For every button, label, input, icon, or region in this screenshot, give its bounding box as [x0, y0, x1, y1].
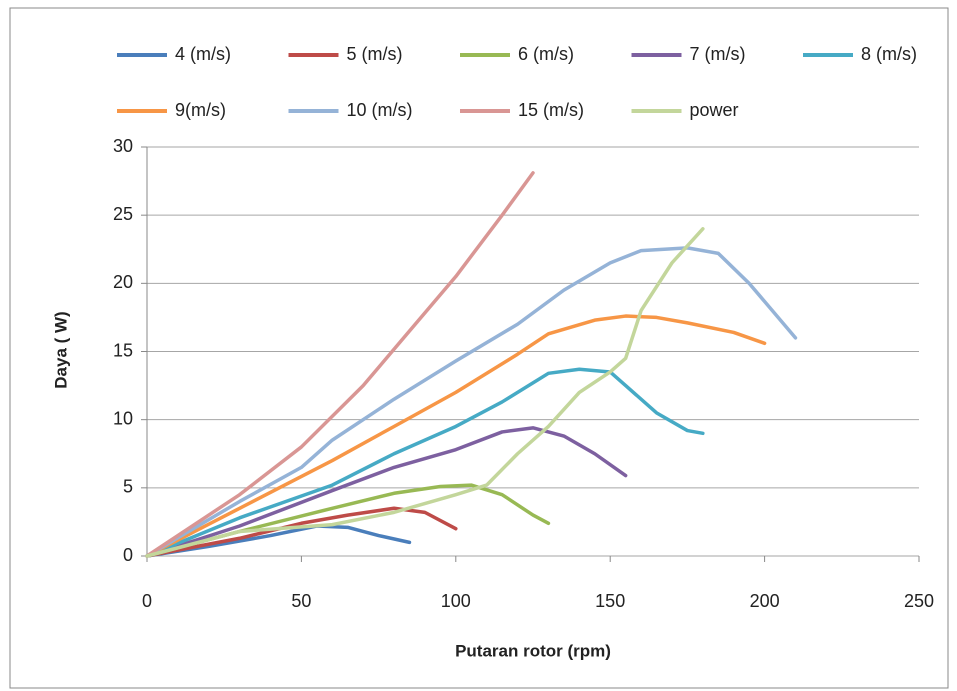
y-tick-label: 5	[123, 477, 133, 497]
series-line	[145, 171, 535, 558]
y-tick-label: 15	[113, 340, 133, 360]
series-line	[145, 367, 705, 558]
y-tick-label: 10	[113, 408, 133, 428]
x-tick-label: 150	[595, 591, 625, 611]
legend-label: 6 (m/s)	[518, 44, 574, 64]
legend-label: power	[690, 100, 739, 120]
legend-label: 15 (m/s)	[518, 100, 584, 120]
series-line	[145, 227, 705, 558]
series-line	[145, 483, 551, 558]
y-tick-label: 20	[113, 272, 133, 292]
series-line	[145, 426, 628, 558]
x-tick-label: 250	[904, 591, 934, 611]
series-line	[145, 246, 798, 558]
x-tick-label: 100	[441, 591, 471, 611]
legend-label: 10 (m/s)	[347, 100, 413, 120]
series-line	[145, 506, 458, 558]
y-tick-label: 0	[123, 545, 133, 565]
x-tick-label: 50	[291, 591, 311, 611]
legend-label: 4 (m/s)	[175, 44, 231, 64]
legend-label: 5 (m/s)	[347, 44, 403, 64]
y-tick-label: 25	[113, 204, 133, 224]
legend-label: 7 (m/s)	[690, 44, 746, 64]
x-tick-label: 200	[750, 591, 780, 611]
x-tick-label: 0	[142, 591, 152, 611]
y-tick-label: 30	[113, 136, 133, 156]
y-axis-title: Daya ( W)	[51, 311, 70, 388]
series-line	[145, 314, 767, 558]
legend-label: 9(m/s)	[175, 100, 226, 120]
legend-label: 8 (m/s)	[861, 44, 917, 64]
x-axis-title: Putaran rotor (rpm)	[455, 641, 611, 660]
